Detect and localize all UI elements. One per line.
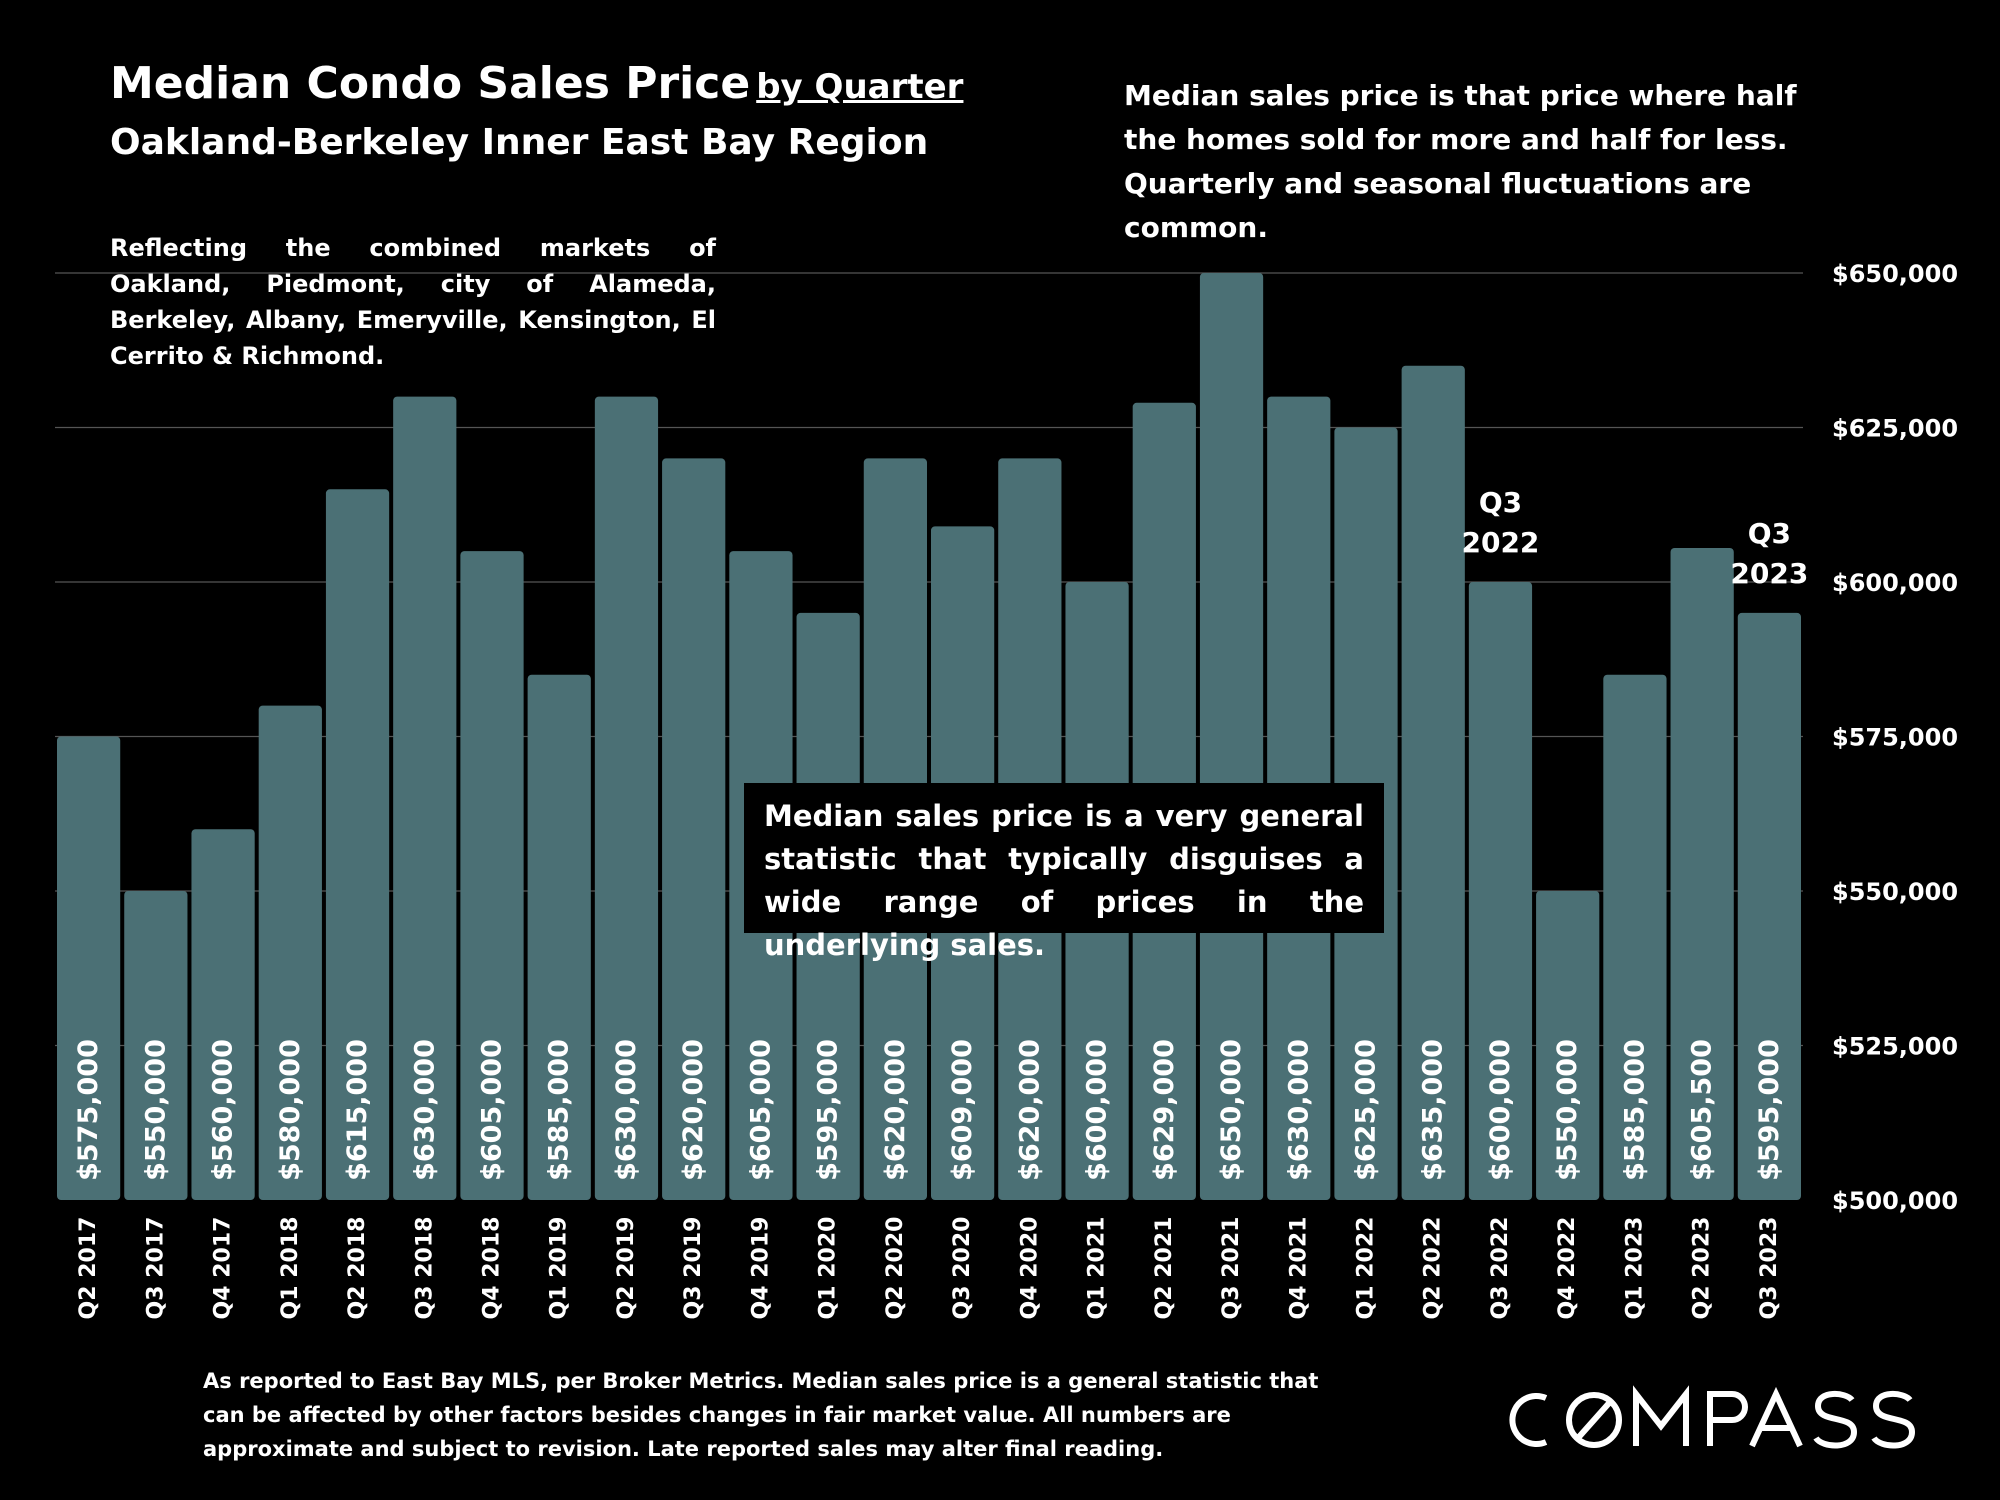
x-tick-label: Q3 2018 [412, 1217, 437, 1320]
bar [527, 674, 591, 1200]
x-tick-label: Q1 2021 [1085, 1217, 1110, 1320]
value-labels: $575,000 $550,000 $560,000 $580,000 $615,000… [73, 1039, 1785, 1181]
bar-value-label: $609,000 [947, 1039, 978, 1181]
bar-value-label: $625,000 [1351, 1039, 1382, 1181]
title-main: Median Condo Sales Price [110, 58, 751, 109]
x-tick-label: Q2 2023 [1690, 1217, 1715, 1320]
bar [662, 458, 726, 1200]
x-tick-label: Q3 2021 [1219, 1217, 1244, 1320]
x-tick-label: Q1 2020 [816, 1217, 841, 1320]
bar-value-label: $605,000 [745, 1039, 776, 1181]
bar [1199, 273, 1264, 1200]
bar-value-label: $635,000 [1418, 1039, 1449, 1181]
bar [460, 551, 524, 1200]
bar-value-label: $630,000 [611, 1039, 642, 1181]
x-tick-label: Q1 2018 [278, 1217, 303, 1320]
bar-value-label: $605,000 [477, 1039, 508, 1181]
bar-value-label: $585,000 [544, 1039, 575, 1181]
x-tick-label: Q2 2020 [883, 1217, 908, 1320]
annotations: Q3 2022 Q3 2023 [1461, 486, 1808, 590]
bar [57, 736, 121, 1200]
bar-value-label: $580,000 [275, 1039, 306, 1181]
bar-value-label: $550,000 [1552, 1039, 1583, 1181]
x-tick-label: Q4 2019 [748, 1217, 773, 1320]
x-tick-label: Q4 2017 [211, 1217, 236, 1320]
x-tick-label: Q1 2019 [547, 1217, 572, 1320]
bar [191, 829, 255, 1200]
bar [1536, 891, 1600, 1200]
y-tick-label: $550,000 [1832, 878, 1958, 906]
bar-value-label: $615,000 [342, 1039, 373, 1181]
bar [1401, 365, 1465, 1200]
bar-value-label: $585,000 [1619, 1039, 1650, 1181]
bar-value-label: $620,000 [880, 1039, 911, 1181]
bar [1670, 548, 1734, 1200]
x-tick-label: Q3 2019 [681, 1217, 706, 1320]
bar-value-label: $620,000 [1014, 1039, 1045, 1181]
x-tick-label: Q2 2018 [345, 1217, 370, 1320]
bar [258, 705, 322, 1200]
x-axis-labels: Q2 2017 Q3 2017 Q4 2017 Q1 2018 Q2 2018 Q3 20… [76, 1217, 1782, 1320]
x-tick-label: Q3 2017 [143, 1217, 168, 1320]
compass-logo [1509, 1385, 1916, 1449]
bar-value-label: $575,000 [73, 1039, 104, 1181]
bar-value-label: $630,000 [409, 1039, 440, 1181]
x-tick-label: Q4 2022 [1555, 1217, 1580, 1320]
y-tick-label: $625,000 [1832, 415, 1958, 443]
y-tick-label: $500,000 [1832, 1187, 1958, 1215]
bar [124, 891, 188, 1200]
bar-value-label: $595,000 [1754, 1039, 1785, 1181]
bar-annotation: 2023 [1730, 557, 1808, 590]
x-tick-label: Q3 2022 [1488, 1217, 1513, 1320]
bar-value-label: $550,000 [140, 1039, 171, 1181]
y-tick-label: $600,000 [1832, 569, 1958, 597]
bar-value-label: $605,500 [1687, 1039, 1718, 1181]
x-tick-label: Q2 2019 [614, 1217, 639, 1320]
bar-value-label: $630,000 [1283, 1039, 1314, 1181]
x-tick-label: Q4 2021 [1286, 1217, 1311, 1320]
footnote: As reported to East Bay MLS, per Broker … [203, 1369, 1319, 1461]
title-suffix: by Quarter [756, 67, 964, 107]
x-tick-label: Q3 2023 [1757, 1217, 1782, 1320]
bar [1603, 674, 1667, 1200]
bar [1468, 582, 1533, 1200]
x-tick-label: Q1 2023 [1622, 1217, 1647, 1320]
markets-note: Reflecting the combined markets of Oakla… [110, 234, 716, 370]
y-tick-label: $525,000 [1832, 1033, 1958, 1061]
bar-value-label: $620,000 [678, 1039, 709, 1181]
bar-value-label: $600,000 [1082, 1039, 1113, 1181]
y-axis-labels: $500,000 $525,000 $550,000 $575,000 $600,000… [1832, 260, 1958, 1215]
x-tick-label: Q3 2020 [950, 1217, 975, 1320]
bar [1737, 612, 1801, 1200]
bar-annotation: 2022 [1461, 526, 1539, 559]
x-tick-label: Q2 2022 [1421, 1217, 1446, 1320]
y-tick-label: $575,000 [1832, 724, 1958, 752]
chart-subtitle: Oakland-Berkeley Inner East Bay Region [110, 122, 929, 163]
bar [393, 396, 457, 1201]
general-statistic-note: Median sales price is a very general sta… [744, 783, 1384, 962]
x-tick-label: Q1 2022 [1354, 1217, 1379, 1320]
x-tick-label: Q4 2020 [1017, 1217, 1042, 1320]
bar-value-label: $650,000 [1216, 1039, 1247, 1181]
y-tick-label: $650,000 [1832, 260, 1958, 288]
bar-value-label: $560,000 [208, 1039, 239, 1181]
bar-value-label: $595,000 [813, 1039, 844, 1181]
bar-value-label: $600,000 [1485, 1039, 1516, 1181]
bar-annotation: Q3 [1748, 517, 1791, 550]
chart-title: Median Condo Sales Price by Quarter [110, 58, 963, 109]
x-tick-label: Q4 2018 [480, 1217, 505, 1320]
bar [325, 489, 390, 1200]
bar [594, 396, 659, 1201]
bar-value-label: $629,000 [1149, 1039, 1180, 1181]
median-definition-note: Median sales price is that price where h… [1124, 79, 1797, 244]
bar-annotation: Q3 [1479, 486, 1522, 519]
x-tick-label: Q2 2021 [1152, 1217, 1177, 1320]
x-tick-label: Q2 2017 [76, 1217, 101, 1320]
